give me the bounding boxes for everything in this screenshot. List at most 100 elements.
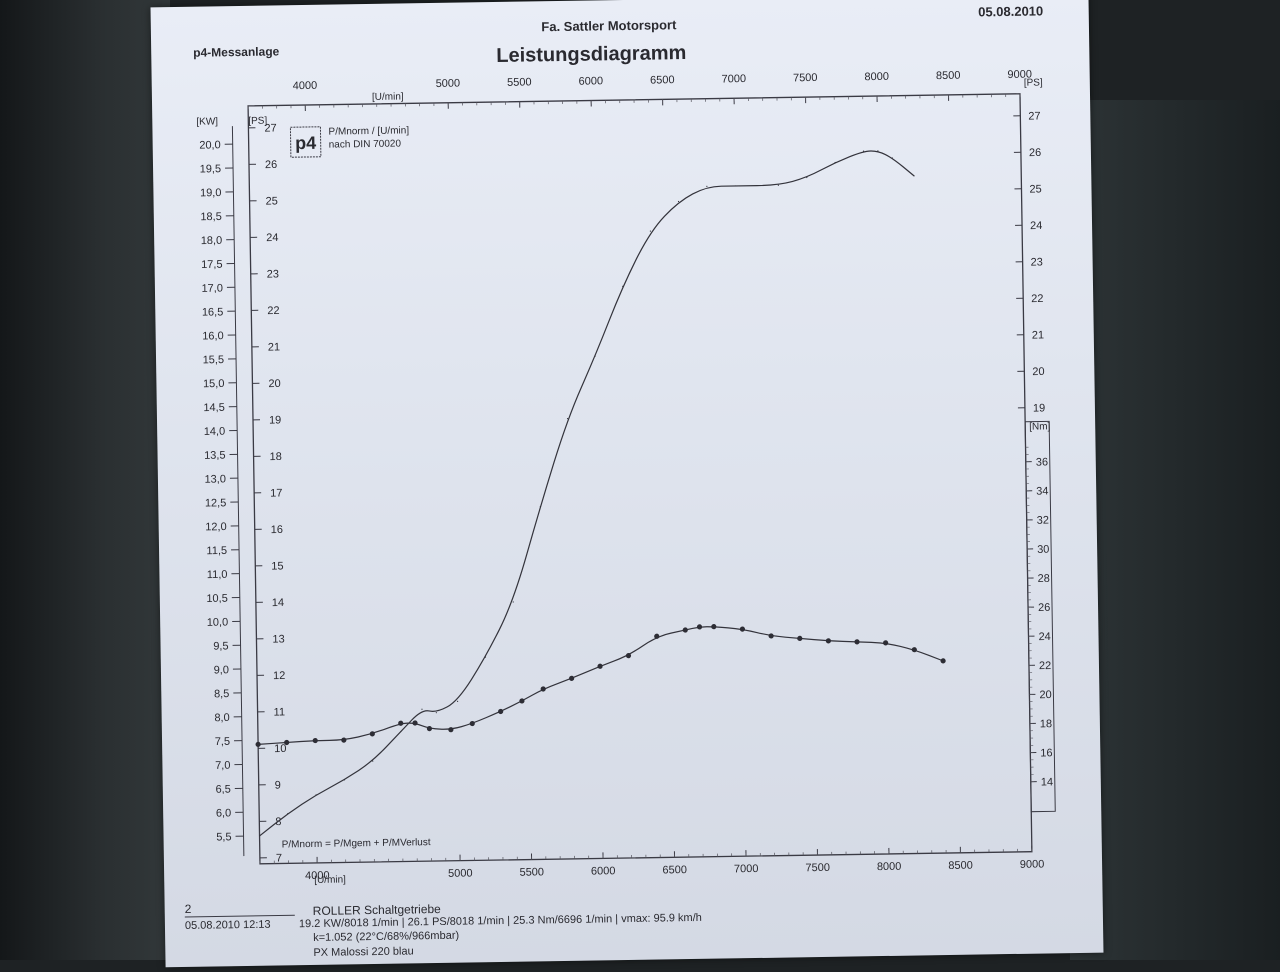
ps-left-tick-label: 9 — [275, 779, 281, 791]
torque-point — [448, 727, 453, 732]
torque-point — [683, 627, 688, 632]
torque-point — [697, 624, 702, 629]
torque-curve — [256, 623, 944, 744]
kw-tick-label: 13,0 — [204, 473, 226, 485]
kw-tick-label: 16,0 — [202, 330, 224, 342]
footer-model: PX Malossi 220 blau — [313, 945, 413, 959]
torque-point — [412, 720, 417, 725]
kw-tick-label: 6,5 — [215, 784, 230, 796]
nm-tick-label: 14 — [1041, 776, 1053, 788]
nm-tick-label: 34 — [1036, 485, 1048, 497]
ps-left-tick-label: 10 — [274, 743, 286, 755]
ps-left-tick-label: 18 — [270, 451, 282, 463]
x-bottom-tick-label: 6000 — [591, 865, 616, 877]
ps-left-tick-label: 13 — [272, 633, 284, 645]
kw-tick-label: 12,0 — [205, 521, 227, 533]
torque-point — [854, 639, 859, 644]
formula-label: P/Mnorm = P/Mgem + P/MVerlust — [282, 837, 431, 850]
nm-tick-label: 16 — [1040, 747, 1052, 759]
power-curve — [249, 150, 924, 836]
nm-tick-label: 24 — [1038, 631, 1050, 643]
legend: p4 P/Mnorm / [U/min] nach DIN 70020 — [290, 125, 409, 157]
ps-left-tick-label: 14 — [272, 597, 284, 609]
x-bottom-tick-label: 9000 — [1020, 858, 1045, 870]
footer-underline — [185, 915, 295, 917]
ps-left-tick-label: 22 — [267, 305, 279, 317]
kw-tick-label: 15,5 — [203, 354, 225, 366]
power-point — [421, 709, 422, 710]
kw-tick-label: 8,0 — [214, 712, 229, 724]
nm-axis-label: [Nm] — [1029, 421, 1051, 432]
footer-timestamp: 05.08.2010 12:13 — [185, 919, 271, 932]
kw-tick-label: 17,0 — [201, 282, 223, 294]
x-bottom-tick-label: 8500 — [948, 860, 973, 872]
nm-tick-label: 30 — [1037, 544, 1049, 556]
torque-point — [427, 726, 432, 731]
nm-tick-label: 36 — [1036, 456, 1048, 468]
torque-point — [940, 658, 945, 663]
torque-point — [883, 640, 888, 645]
ps-left-tick-label: 16 — [271, 524, 283, 536]
kw-tick-label: 9,5 — [213, 640, 228, 652]
header-date: 05.08.2010 — [978, 3, 1043, 19]
ps-left-tick-label: 23 — [267, 268, 279, 280]
torque-point — [826, 638, 831, 643]
ps-left-tick-label: 26 — [265, 159, 277, 171]
x-top-tick-label: 4000 — [293, 80, 318, 92]
kw-tick-label: 20,0 — [199, 139, 221, 151]
nm-tick-label: 22 — [1039, 660, 1051, 672]
ps-left-tick-label: 17 — [270, 487, 282, 499]
ps-left-tick-label: 27 — [264, 122, 276, 134]
torque-point — [370, 731, 375, 736]
kw-tick-label: 14,0 — [204, 426, 226, 438]
kw-tick-label: 15,0 — [203, 378, 225, 390]
ps-left-tick-label: 15 — [271, 560, 283, 572]
torque-point — [313, 738, 318, 743]
power-point — [778, 185, 779, 186]
ps-right-tick-label: 26 — [1029, 147, 1041, 159]
x-bottom-tick-label: 7500 — [805, 862, 830, 874]
ps-left-tick-label: 25 — [265, 195, 277, 207]
kw-axis-label: [KW] — [196, 116, 218, 127]
torque-point — [470, 721, 475, 726]
x-unit-top: [U/min] — [372, 91, 404, 102]
x-top-tick-label: 7500 — [793, 72, 818, 84]
kw-tick-label: 17,5 — [201, 259, 223, 271]
torque-point — [711, 624, 716, 629]
ps-left-tick-label: 19 — [269, 414, 281, 426]
kw-tick-label: 19,5 — [200, 163, 222, 175]
x-bottom-tick-label: 7000 — [734, 863, 759, 875]
ps-left-tick-label: 20 — [268, 378, 280, 390]
kw-tick-label: 7,0 — [215, 760, 230, 772]
x-top-tick-label: 9000 — [1007, 69, 1032, 81]
legend-line2: nach DIN 70020 — [329, 139, 402, 151]
kw-tick-label: 8,5 — [214, 688, 229, 700]
kw-tick-label: 18,5 — [200, 211, 222, 223]
header-company: Fa. Sattler Motorsport — [541, 17, 677, 34]
torque-point — [797, 636, 802, 641]
ps-right-tick-label: 25 — [1029, 183, 1041, 195]
header-title: Leistungsdiagramm — [496, 42, 686, 67]
dyno-sheet: p4-Messanlage Fa. Sattler Motorsport Lei… — [151, 0, 1104, 967]
ps-left-tick-label: 24 — [266, 232, 278, 244]
x-top-tick-label: 5500 — [507, 76, 532, 88]
kw-tick-label: 10,5 — [206, 593, 228, 605]
torque-point — [768, 633, 773, 638]
ps-left-tick-label: 21 — [268, 341, 280, 353]
legend-line1: P/Mnorm / [U/min] — [328, 125, 409, 137]
torque-point — [498, 709, 503, 714]
kw-tick-label: 14,5 — [203, 402, 225, 414]
x-bottom-tick-label: 4000 — [305, 870, 330, 882]
kw-tick-label: 11,5 — [206, 545, 227, 557]
kw-tick-label: 19,0 — [200, 187, 222, 199]
footer-conditions: k=1.052 (22°C/68%/966mbar) — [313, 930, 459, 944]
kw-tick-label: 10,0 — [207, 617, 229, 629]
ps-right-tick-label: 23 — [1031, 256, 1043, 268]
power-point — [436, 712, 437, 713]
power-point — [457, 701, 458, 702]
kw-tick-label: 11,0 — [207, 569, 228, 581]
x-top-tick-label: 7000 — [721, 73, 746, 85]
x-top-tick-label: 6500 — [650, 74, 675, 86]
plot-frame — [248, 94, 1032, 864]
